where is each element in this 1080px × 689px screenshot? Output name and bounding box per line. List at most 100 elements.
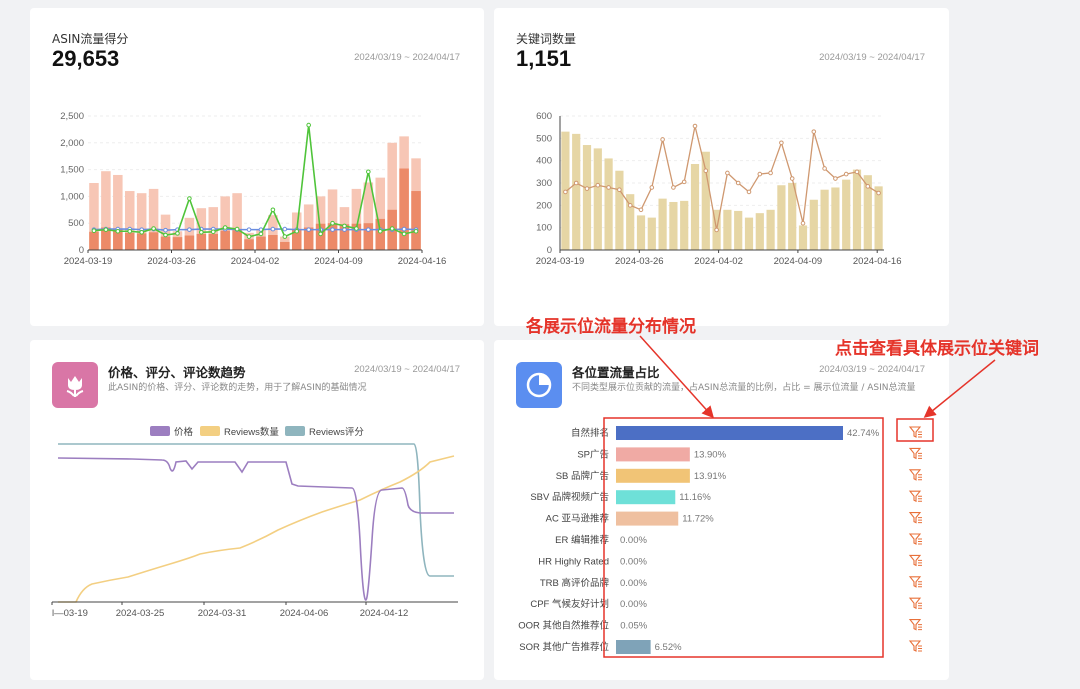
filter-keyword-icon[interactable] bbox=[908, 576, 922, 588]
position-value: 0.00% bbox=[620, 556, 647, 567]
series-point bbox=[660, 137, 665, 142]
y-tick-label: 500 bbox=[68, 218, 84, 229]
bar-total bbox=[387, 142, 397, 250]
bar bbox=[788, 183, 797, 250]
series-point bbox=[800, 220, 806, 226]
card-title: 价格、评分、评论数趋势 bbox=[108, 365, 246, 380]
bar-inner bbox=[220, 230, 230, 250]
bar-inner bbox=[303, 227, 314, 250]
position-label: OOR 其他自然推荐位 bbox=[518, 620, 609, 632]
series-point bbox=[692, 123, 698, 129]
series-point bbox=[187, 196, 192, 201]
position-traffic-share-card: 各位置流量占比 不同类型展示位贡献的流量，占ASIN总流量的比例，占比 = 展示… bbox=[494, 340, 949, 680]
filter-keyword-icon[interactable] bbox=[908, 426, 922, 438]
y-tick-label: 2,000 bbox=[60, 138, 84, 149]
card-title: 各位置流量占比 bbox=[572, 365, 660, 380]
series-point bbox=[91, 228, 97, 234]
series-point bbox=[595, 182, 601, 188]
series-point bbox=[413, 228, 419, 234]
series-point bbox=[822, 166, 827, 171]
position-bar bbox=[616, 468, 690, 483]
series-point bbox=[270, 207, 276, 213]
series-point bbox=[163, 232, 168, 238]
series-point bbox=[584, 186, 590, 191]
bar bbox=[680, 200, 689, 250]
x-tick-label: 2024-03-19 bbox=[64, 256, 113, 267]
card-subtitle: 不同类型展示位贡献的流量，占ASIN总流量的比例，占比 = 展示位流量 / AS… bbox=[572, 383, 916, 393]
bar bbox=[701, 151, 710, 250]
bar bbox=[874, 186, 883, 250]
price-rating-trend-card: 价格、评分、评论数趋势 此ASIN的价格、评分、评论数的走势，用于了解ASIN的… bbox=[30, 340, 484, 680]
position-label: SOR 其他广告推荐位 bbox=[519, 641, 609, 653]
bar-inner bbox=[89, 231, 99, 250]
position-value: 11.72% bbox=[682, 514, 714, 525]
card-value: 29,653 bbox=[52, 46, 120, 71]
position-label: TRB 高评价品牌 bbox=[540, 577, 610, 589]
series-point bbox=[246, 227, 252, 232]
filter-keyword-icon[interactable] bbox=[908, 490, 922, 503]
series-point bbox=[282, 234, 288, 239]
filter-keyword-icon[interactable] bbox=[908, 512, 922, 524]
series-point bbox=[246, 234, 252, 239]
position-label: SBV 品牌视频广告 bbox=[530, 491, 609, 503]
bar-inner bbox=[315, 223, 326, 250]
bar-inner bbox=[136, 233, 147, 250]
bar bbox=[582, 145, 592, 250]
bar-inner bbox=[256, 236, 266, 250]
position-label: SP广告 bbox=[577, 448, 609, 460]
x-tick-label: 2024-04-02 bbox=[231, 256, 280, 267]
bar-total bbox=[101, 171, 111, 250]
y-tick-label: 2,500 bbox=[60, 111, 84, 122]
filter-keyword-icon[interactable] bbox=[908, 469, 922, 481]
bar-inner bbox=[399, 168, 409, 250]
bar-total bbox=[327, 189, 338, 250]
legend-swatch bbox=[285, 426, 305, 436]
series-point bbox=[282, 226, 288, 232]
price-rating-chart: 价格 Reviews数量 Reviews评分 l—03-19 2024-03-25 202… bbox=[51, 426, 458, 619]
filter-keyword-icon[interactable] bbox=[908, 619, 922, 631]
position-label: HR Highly Rated bbox=[538, 556, 609, 567]
x-tick-label: 2024-04-16 bbox=[853, 256, 902, 267]
series-line-line_blue bbox=[93, 228, 417, 231]
x-tick-label: 2024-04-09 bbox=[774, 256, 823, 267]
bar bbox=[852, 169, 862, 250]
x-tick-label: 2024-04-06 bbox=[280, 608, 329, 619]
position-value: 0.00% bbox=[620, 578, 647, 589]
series-point bbox=[573, 180, 579, 186]
filter-keyword-icon[interactable] bbox=[908, 640, 922, 652]
series-point bbox=[401, 231, 407, 237]
filter-keyword-icon[interactable] bbox=[908, 447, 922, 460]
bar-total bbox=[232, 193, 242, 250]
bar-total bbox=[303, 204, 314, 250]
series-point bbox=[354, 226, 359, 231]
series-point bbox=[258, 231, 264, 237]
series-point bbox=[703, 168, 709, 174]
bar bbox=[615, 170, 624, 250]
position-label: AC 亚马逊推荐 bbox=[546, 513, 610, 525]
position-value: 6.52% bbox=[655, 642, 682, 653]
filter-keyword-icon[interactable] bbox=[908, 554, 922, 567]
filter-keyword-icon[interactable] bbox=[908, 533, 922, 545]
series-point bbox=[103, 227, 109, 232]
x-tick-label: 2024-03-26 bbox=[615, 256, 664, 267]
bar-total bbox=[148, 188, 159, 250]
y-tick-label: 400 bbox=[536, 156, 552, 167]
rating-line bbox=[58, 443, 454, 577]
position-value: 0.00% bbox=[620, 599, 647, 610]
series-point bbox=[306, 122, 311, 128]
series-point bbox=[175, 231, 180, 236]
y-tick-label: 0 bbox=[79, 245, 84, 256]
y-tick-label: 200 bbox=[536, 200, 552, 211]
series-point bbox=[270, 226, 276, 232]
series-point bbox=[115, 228, 121, 234]
bar bbox=[669, 201, 678, 250]
filter-keyword-icon[interactable] bbox=[908, 597, 922, 610]
series-point bbox=[779, 140, 784, 146]
traffic-score-chart: 0 500 1,000 1,500 2,000 2,500 2024-03-19 2024-0… bbox=[60, 111, 446, 267]
series-point bbox=[234, 226, 240, 232]
series-point bbox=[627, 203, 633, 208]
bar bbox=[572, 133, 581, 250]
series-point bbox=[617, 187, 622, 192]
legend-label: 价格 bbox=[174, 426, 194, 438]
position-value: 13.90% bbox=[694, 449, 727, 460]
